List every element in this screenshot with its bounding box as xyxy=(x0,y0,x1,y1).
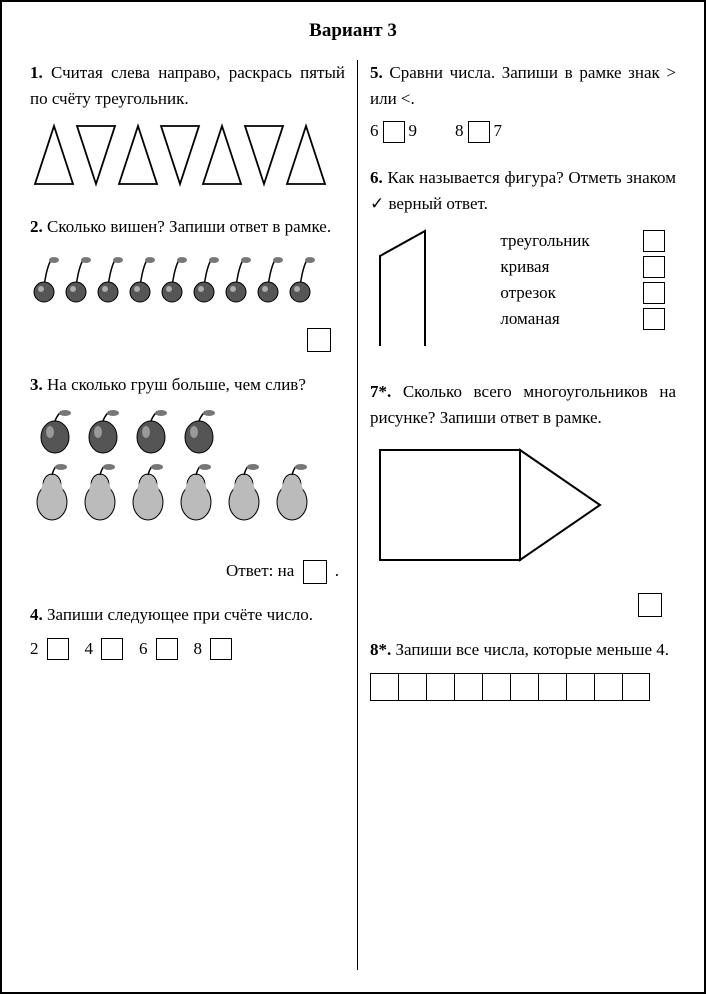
task-5-num: 5. xyxy=(370,63,383,82)
answer-cell[interactable] xyxy=(538,673,566,701)
answer-cell[interactable] xyxy=(426,673,454,701)
sequence-number: 8 xyxy=(194,639,203,659)
task-4-text: Запиши следующее при счёте число. xyxy=(47,605,313,624)
answer-box[interactable] xyxy=(468,121,490,143)
task-3-num: 3. xyxy=(30,375,43,394)
task-1-num: 1. xyxy=(30,63,43,82)
task-7-num: 7*. xyxy=(370,382,391,401)
task-8-text: Запиши все числа, ко­торые меньше 4. xyxy=(396,640,670,659)
cherries-row-icon xyxy=(30,250,342,305)
answer-cell[interactable] xyxy=(398,673,426,701)
task-8-cells xyxy=(370,673,676,701)
left-column: 1. Считая слева направо, раскрась пятый … xyxy=(24,60,351,970)
answer-box[interactable] xyxy=(307,328,331,352)
answer-dot: . xyxy=(335,561,339,580)
sequence-number: 4 xyxy=(85,639,94,659)
option-label: треугольник xyxy=(500,231,589,251)
option-label: ломаная xyxy=(500,309,559,329)
answer-box[interactable] xyxy=(156,638,178,660)
task-8: 8*. Запиши все числа, ко­торые меньше 4. xyxy=(370,637,676,663)
fruits-icon xyxy=(30,407,345,537)
right-column: 5. Сравни числа. Запиши в рамке знак > и… xyxy=(364,60,682,970)
task-2-text: Сколько вишен? Запи­ши ответ в рамке. xyxy=(47,217,331,236)
option-row: треугольник xyxy=(500,230,668,252)
answer-cell[interactable] xyxy=(566,673,594,701)
compare-b: 7 xyxy=(494,121,503,140)
answer-box[interactable] xyxy=(210,638,232,660)
task-7-text: Сколько всего много­угольников на рисунк… xyxy=(370,382,676,427)
task-5-pairs: 6987 xyxy=(370,121,676,143)
answer-box[interactable] xyxy=(47,638,69,660)
task-6-figure xyxy=(370,226,492,361)
answer-cell[interactable] xyxy=(482,673,510,701)
compare-a: 6 xyxy=(370,121,379,140)
task-2-answer xyxy=(30,328,335,352)
task-6: 6. Как называется фигура? Отметь знаком … xyxy=(370,165,676,216)
answer-box[interactable] xyxy=(303,560,327,584)
answer-cell[interactable] xyxy=(370,673,398,701)
compare-pair: 87 xyxy=(455,121,502,140)
answer-cell[interactable] xyxy=(510,673,538,701)
worksheet-page: Вариант 3 1. Считая слева направо, раскр… xyxy=(0,0,706,994)
task-4-sequence: 2 4 6 8 xyxy=(30,638,345,660)
compare-b: 9 xyxy=(409,121,418,140)
polyline-icon xyxy=(370,226,470,356)
option-label: кривая xyxy=(500,257,549,277)
task-4: 4. Запиши следующее при счёте число. xyxy=(30,602,345,628)
task-3-text: На сколько груш боль­ше, чем слив? xyxy=(47,375,306,394)
task-6-options: треугольник кривая отрезок ломаная xyxy=(500,226,668,334)
sequence-number: 6 xyxy=(139,639,148,659)
task-6-content: треугольник кривая отрезок ломаная xyxy=(370,226,676,361)
answer-label: Ответ: на xyxy=(226,561,294,580)
task-1: 1. Считая слева направо, раскрась пятый … xyxy=(30,60,345,111)
compare-pair: 69 xyxy=(370,121,417,140)
task-2-cherries xyxy=(30,250,345,310)
answer-box[interactable] xyxy=(643,282,665,304)
task-2: 2. Сколько вишен? Запи­ши ответ в рамке. xyxy=(30,214,345,240)
columns: 1. Считая слева направо, раскрась пятый … xyxy=(24,60,682,970)
task-6-num: 6. xyxy=(370,168,383,187)
task-1-triangles xyxy=(30,121,345,196)
task-8-num: 8*. xyxy=(370,640,391,659)
task-5-text: Сравни числа. Запиши в рамке знак > или … xyxy=(370,63,676,108)
triangles-row-icon xyxy=(30,121,329,191)
task-5: 5. Сравни числа. Запиши в рамке знак > и… xyxy=(370,60,676,111)
task-3-answer: Ответ: на . xyxy=(30,560,339,584)
answer-box[interactable] xyxy=(638,593,662,617)
sequence-number: 2 xyxy=(30,639,39,659)
task-7: 7*. Сколько всего много­угольников на ри… xyxy=(370,379,676,430)
task-3: 3. На сколько груш боль­ше, чем слив? xyxy=(30,372,345,398)
task-2-num: 2. xyxy=(30,217,43,236)
task-7-answer xyxy=(370,593,666,617)
compare-a: 8 xyxy=(455,121,464,140)
answer-cell[interactable] xyxy=(594,673,622,701)
option-row: отрезок xyxy=(500,282,668,304)
task-7-shape xyxy=(370,440,676,575)
answer-cell[interactable] xyxy=(622,673,650,701)
answer-cell[interactable] xyxy=(454,673,482,701)
task-6-text: Как называется фигура? Отметь знаком ✓ в… xyxy=(370,168,676,213)
answer-box[interactable] xyxy=(101,638,123,660)
task-4-num: 4. xyxy=(30,605,43,624)
task-3-fruits xyxy=(30,407,345,542)
column-divider xyxy=(357,60,358,970)
answer-box[interactable] xyxy=(643,256,665,278)
option-row: ломаная xyxy=(500,308,668,330)
option-row: кривая xyxy=(500,256,668,278)
polygon-shape-icon xyxy=(370,440,630,570)
answer-box[interactable] xyxy=(383,121,405,143)
answer-box[interactable] xyxy=(643,308,665,330)
task-1-text: Считая слева направо, раскрась пятый по … xyxy=(30,63,345,108)
page-title: Вариант 3 xyxy=(24,20,682,42)
answer-box[interactable] xyxy=(643,230,665,252)
option-label: отрезок xyxy=(500,283,556,303)
